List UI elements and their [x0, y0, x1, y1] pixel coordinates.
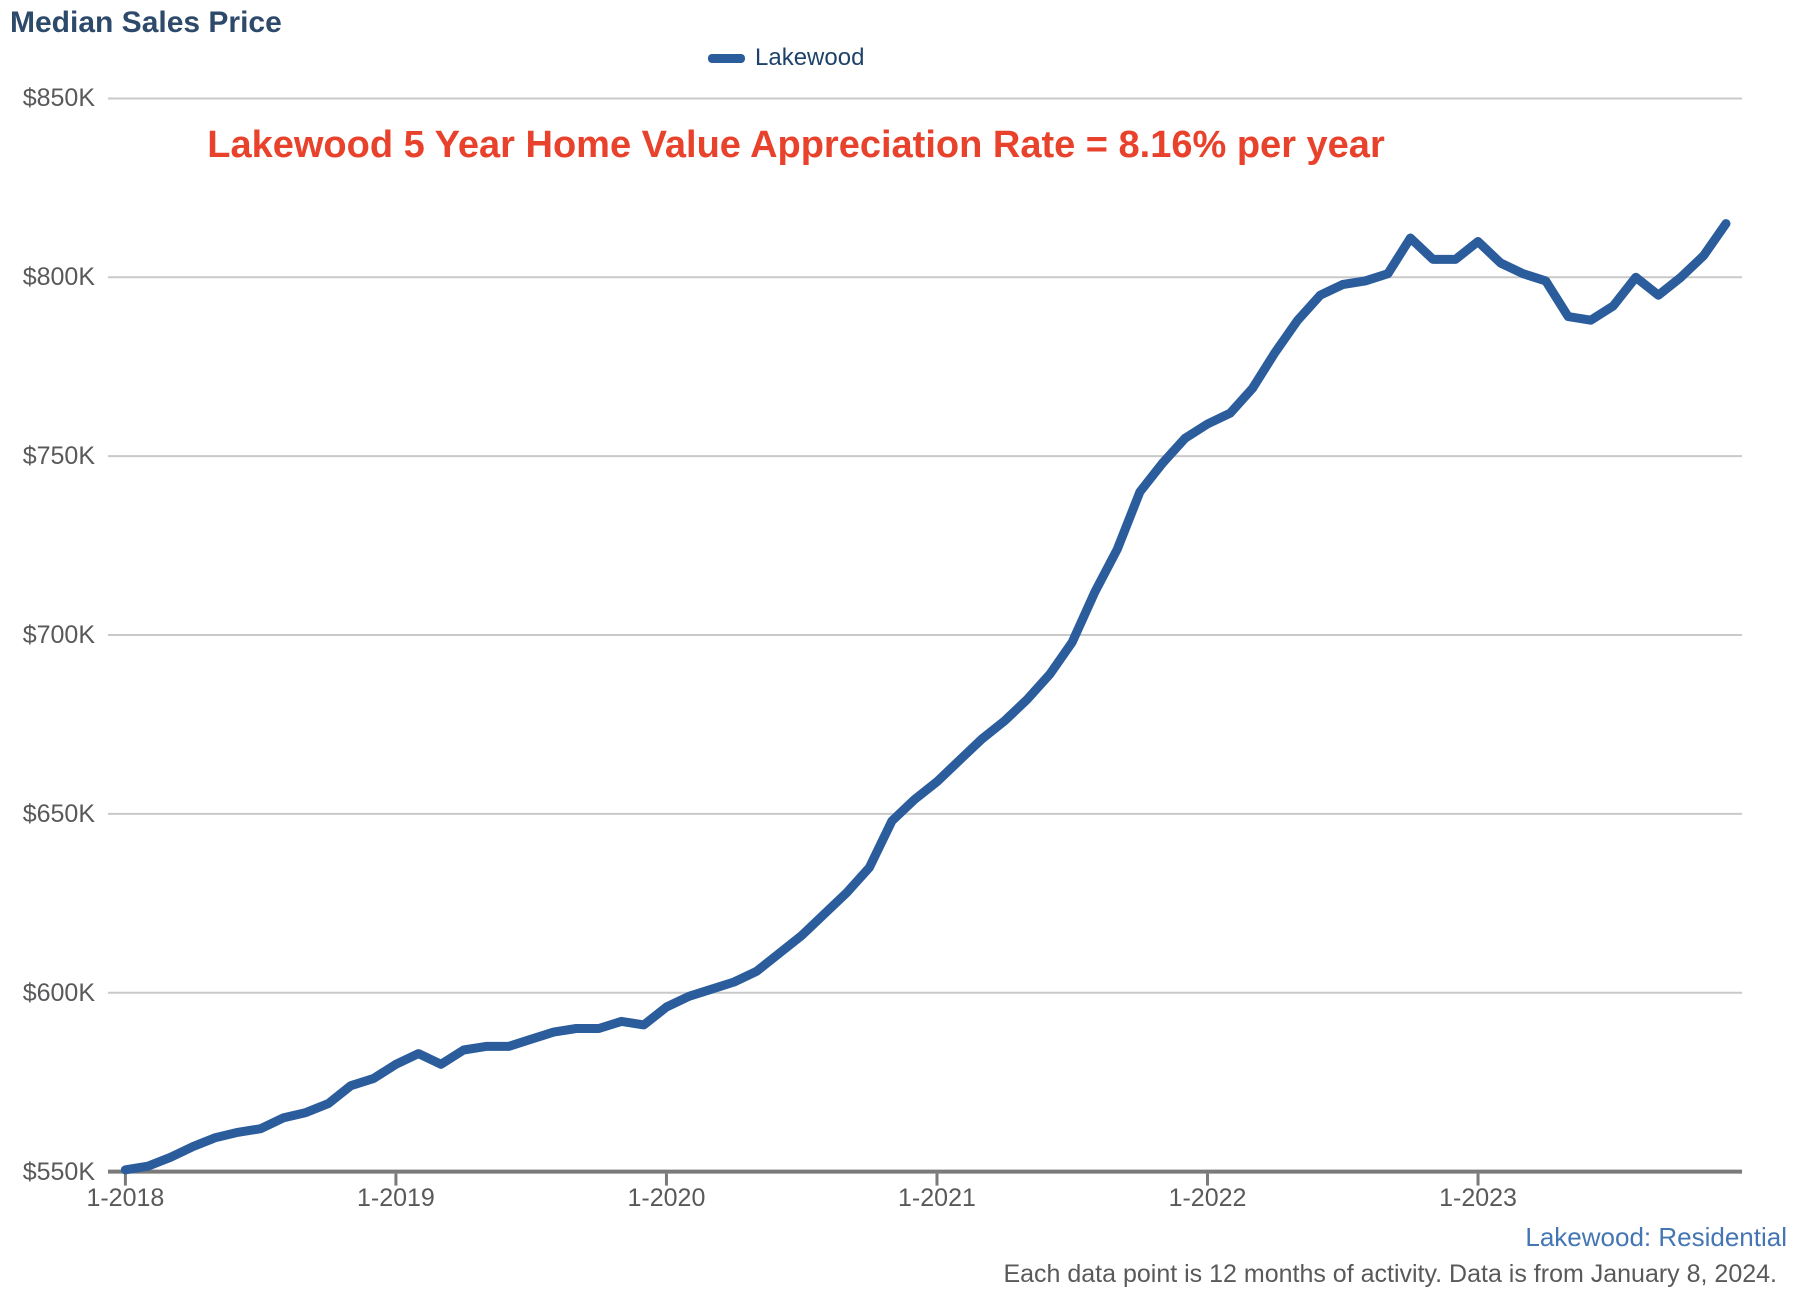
x-tick-label: 1-2022 [1168, 1184, 1247, 1212]
y-tick-label: $650K [22, 799, 95, 828]
y-tick-label: $800K [22, 263, 95, 292]
y-tick-label: $700K [22, 621, 95, 650]
legend-item-lakewood[interactable]: Lakewood [708, 44, 864, 72]
x-tick-label: 1-2021 [898, 1184, 976, 1212]
lakewood-series-line [120, 219, 1731, 1175]
appreciation-rate-annotation: Lakewood 5 Year Home Value Appreciation … [207, 124, 1385, 166]
legend-label: Lakewood [755, 44, 865, 71]
y-tick-label: $550K [22, 1157, 95, 1186]
x-tick-label: 1-2020 [627, 1184, 706, 1212]
legend-line-swatch [708, 53, 745, 63]
y-tick-label: $850K [22, 84, 95, 113]
y-tick-label: $600K [22, 978, 95, 1007]
x-axis-ticks [123, 1173, 1480, 1186]
x-tick-label: 1-2023 [1439, 1184, 1517, 1212]
x-tick-label: 1-2019 [356, 1184, 435, 1212]
page-title: Median Sales Price [10, 6, 282, 39]
gridlines [108, 97, 1742, 994]
y-tick-label: $750K [22, 442, 95, 471]
x-tick-label: 1-2018 [86, 1184, 165, 1212]
footer-data-note: Each data point is 12 months of activity… [1003, 1260, 1777, 1288]
footer-link-lakewood-residential[interactable]: Lakewood: Residential [1525, 1222, 1787, 1252]
